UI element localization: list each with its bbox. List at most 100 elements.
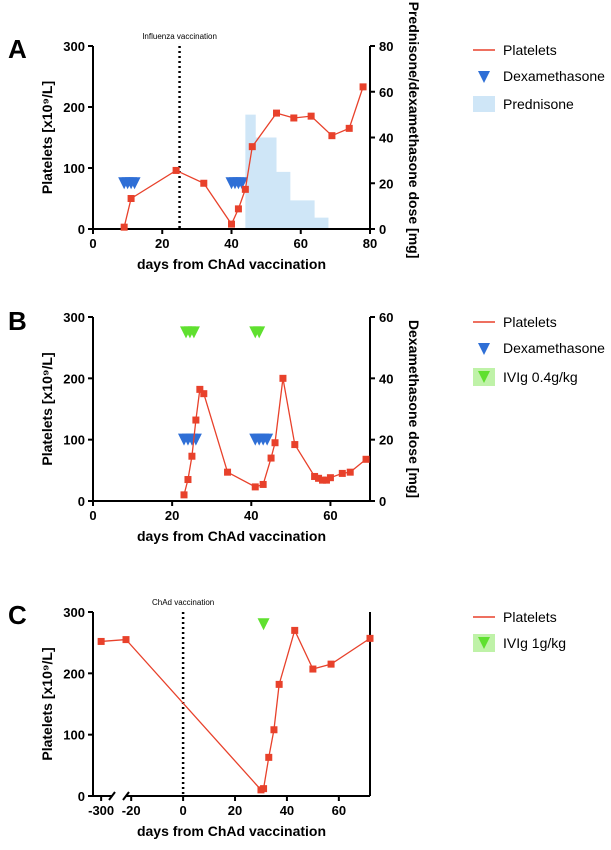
x-axis-title: days from ChAd vaccination <box>137 528 326 544</box>
x-tick-label: 0 <box>179 803 186 818</box>
y2-tick-label: 20 <box>379 176 393 191</box>
legend-ivig-swatch <box>478 637 490 649</box>
y-tick-label: 200 <box>63 666 85 681</box>
chad-vaccination-label: ChAd vaccination <box>152 598 214 607</box>
axis-break-mark <box>122 791 130 801</box>
x-tick-label: 20 <box>228 803 242 818</box>
panel-letter-c: C <box>8 600 27 630</box>
platelets-point <box>291 441 299 449</box>
y-tick-label: 0 <box>78 222 85 237</box>
x-tick-label: 0 <box>89 508 96 523</box>
x-tick-label: 0 <box>89 236 96 251</box>
y-axis-title: Platelets [x10⁹/L] <box>39 647 55 760</box>
ivig-marker <box>253 326 266 339</box>
legend-prednisone-label: Prednisone <box>503 96 574 112</box>
x-tick-label: -20 <box>122 803 141 818</box>
platelets-point <box>326 474 334 482</box>
platelets-point <box>97 637 105 645</box>
legend-dexamethasone-swatch <box>478 71 490 83</box>
legend-dexamethasone-label: Dexamethasone <box>503 68 605 84</box>
y-tick-label: 300 <box>63 605 85 620</box>
platelets-point <box>275 680 283 688</box>
legend-ivig-label: IVIg 0.4g/kg <box>503 369 578 385</box>
dexamethasone-marker <box>235 177 248 190</box>
platelets-point <box>265 753 273 761</box>
platelets-point <box>184 476 192 484</box>
legend-platelets-label: Platelets <box>503 609 557 625</box>
legend-platelets-label: Platelets <box>503 314 557 330</box>
axis-break-mark <box>108 791 116 801</box>
platelets-point <box>366 634 374 642</box>
platelets-point <box>260 785 268 793</box>
platelets-line <box>123 86 364 228</box>
platelets-point <box>359 83 367 91</box>
platelets-point <box>188 452 196 460</box>
y2-tick-label: 60 <box>379 310 393 325</box>
platelets-point <box>271 439 279 447</box>
x-axis-title: days from ChAd vaccination <box>137 823 326 839</box>
x-tick-label: 40 <box>280 803 294 818</box>
platelets-point <box>200 390 208 398</box>
platelets-point <box>307 112 315 120</box>
panel-c: C 0 100 200 300 -300 -20 0 20 40 60 days from ChAd … <box>8 598 566 839</box>
y-tick-label: 100 <box>63 433 85 448</box>
legend-dexamethasone-swatch <box>478 343 490 355</box>
y2-tick-label: 40 <box>379 131 393 146</box>
x-tick-label: 20 <box>155 236 169 251</box>
platelets-point <box>319 476 327 484</box>
platelets-point <box>234 205 242 213</box>
panel-b: B 0 100 200 300 0 20 40 60 0 20 40 60 days from ChAd … <box>8 306 605 544</box>
platelets-point <box>259 480 267 488</box>
y-tick-label: 300 <box>63 39 85 54</box>
platelets-point <box>309 665 317 673</box>
y2-axis-title: Dexamethasone dose [mg] <box>406 320 422 498</box>
platelets-point <box>273 109 281 117</box>
influenza-vaccination-label: Influenza vaccination <box>142 32 217 41</box>
legend-platelets-label: Platelets <box>503 42 557 58</box>
y2-tick-label: 60 <box>379 85 393 100</box>
ivig-marker <box>257 618 270 631</box>
y2-tick-label: 0 <box>379 494 386 509</box>
dexamethasone-marker <box>128 177 141 190</box>
platelets-point <box>120 223 128 231</box>
platelets-point <box>224 468 232 476</box>
platelets-point <box>172 166 180 174</box>
x-tick-label: -300 <box>88 803 114 818</box>
y-tick-label: 100 <box>63 161 85 176</box>
x-tick-label: 40 <box>224 236 238 251</box>
y-tick-label: 0 <box>78 789 85 804</box>
legend-ivig-swatch <box>478 371 490 383</box>
y2-tick-label: 40 <box>379 371 393 386</box>
y-tick-label: 200 <box>63 100 85 115</box>
ivig-marker <box>187 326 200 339</box>
legend-prednisone-swatch <box>473 96 495 112</box>
y2-tick-label: 80 <box>379 39 393 54</box>
y-tick-label: 300 <box>63 310 85 325</box>
prednisone-area <box>245 114 329 229</box>
platelets-point <box>315 474 323 482</box>
platelets-point <box>241 185 249 193</box>
x-tick-label: 60 <box>332 803 346 818</box>
platelets-point <box>346 468 354 476</box>
platelets-point <box>362 455 370 463</box>
y2-axis-title: Prednisone/dexamethasone dose [mg] <box>406 2 422 259</box>
dexamethasone-marker <box>261 433 274 446</box>
platelets-point <box>200 179 208 187</box>
panel-letter-b: B <box>8 306 27 336</box>
dexamethasone-marker <box>189 433 202 446</box>
x-tick-label: 60 <box>323 508 337 523</box>
platelets-point <box>248 143 256 151</box>
y-tick-label: 100 <box>63 728 85 743</box>
y-tick-label: 0 <box>78 494 85 509</box>
platelets-point <box>338 469 346 477</box>
platelets-point <box>122 636 130 644</box>
x-tick-label: 20 <box>165 508 179 523</box>
platelets-point <box>290 114 298 122</box>
x-tick-label: 60 <box>294 236 308 251</box>
platelets-point <box>127 195 135 202</box>
platelets-point <box>270 726 278 734</box>
x-axis-title: days from ChAd vaccination <box>137 256 326 272</box>
platelets-point <box>322 476 330 484</box>
